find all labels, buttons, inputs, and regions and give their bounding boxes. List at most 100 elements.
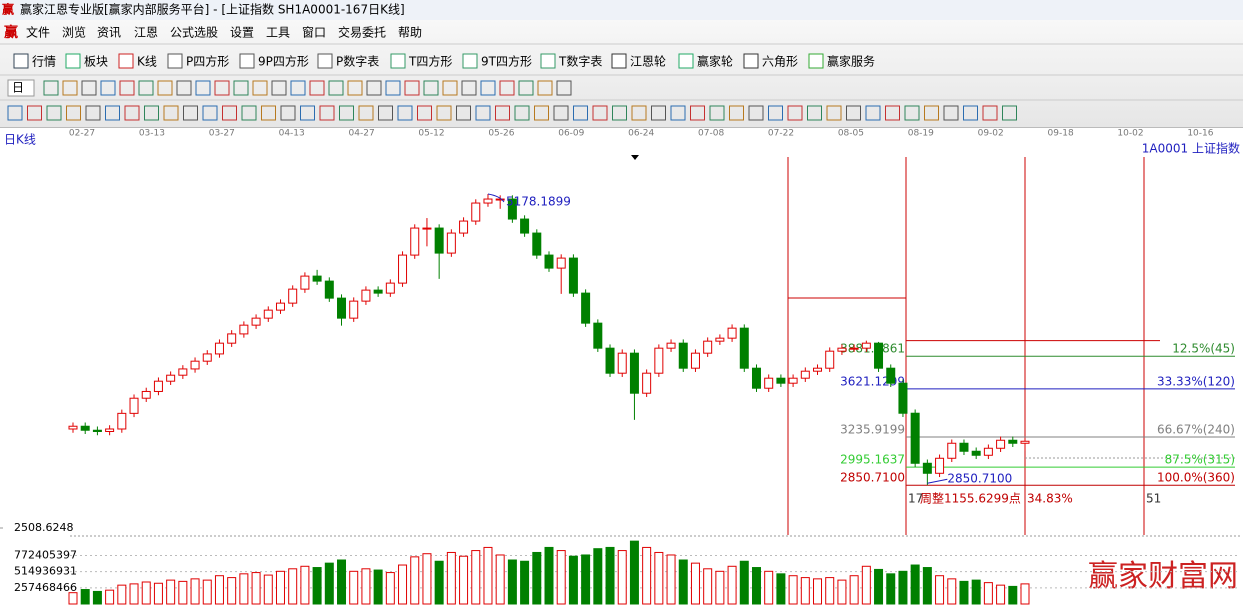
tool-icon[interactable] — [807, 105, 822, 121]
tool-icon[interactable] — [865, 105, 881, 121]
toolbar-button[interactable]: 行情 — [32, 55, 56, 69]
toolbar-icon[interactable] — [462, 53, 478, 69]
tool-icon[interactable] — [826, 105, 842, 121]
tool-icon[interactable] — [202, 105, 218, 121]
tool-icon[interactable] — [436, 105, 452, 121]
toolbar-button[interactable]: T数字表 — [558, 54, 602, 69]
tool-icon[interactable] — [404, 80, 420, 96]
tool-icon[interactable] — [27, 105, 42, 121]
menu-item[interactable]: 设置 — [230, 26, 254, 40]
menu-item[interactable]: 工具 — [266, 26, 290, 40]
tool-icon[interactable] — [553, 105, 569, 121]
tool-icon[interactable] — [709, 105, 725, 121]
toolbar-button[interactable]: 江恩轮 — [630, 55, 666, 69]
tool-icon[interactable] — [183, 105, 198, 121]
tool-icon[interactable] — [252, 80, 268, 96]
toolbar-icon[interactable] — [167, 53, 183, 69]
tool-icon[interactable] — [7, 105, 23, 121]
toolbar-icon[interactable] — [678, 53, 694, 69]
tool-icon[interactable] — [261, 105, 276, 121]
tool-icon[interactable] — [943, 105, 959, 121]
tool-icon[interactable] — [534, 105, 549, 121]
tool-icon[interactable] — [495, 105, 510, 121]
tool-icon[interactable] — [195, 80, 211, 96]
tool-icon[interactable] — [592, 105, 608, 121]
tool-icon[interactable] — [417, 105, 432, 121]
menu-item[interactable]: 浏览 — [62, 25, 86, 40]
tool-icon[interactable] — [499, 80, 515, 96]
menu-item[interactable]: 资讯 — [97, 26, 121, 40]
tool-icon[interactable] — [885, 105, 900, 121]
tool-icon[interactable] — [43, 80, 59, 96]
tool-icon[interactable] — [670, 105, 686, 121]
tool-icon[interactable] — [309, 80, 325, 96]
menu-item[interactable]: 帮助 — [398, 26, 422, 40]
tool-icon[interactable] — [358, 105, 374, 121]
toolbar-button[interactable]: 赢家服务 — [827, 54, 875, 69]
tool-icon[interactable] — [157, 80, 173, 96]
tool-icon[interactable] — [1002, 105, 1017, 121]
tool-icon[interactable] — [176, 80, 192, 96]
tool-icon[interactable] — [233, 80, 249, 96]
menu-item[interactable]: 交易委托 — [338, 25, 386, 40]
tool-icon[interactable] — [163, 105, 179, 121]
tool-icon[interactable] — [475, 105, 491, 121]
tool-icon[interactable] — [46, 105, 62, 121]
tool-icon[interactable] — [518, 80, 534, 96]
toolbar-icon[interactable] — [390, 53, 406, 69]
tool-icon[interactable] — [241, 105, 257, 121]
toolbar-icon[interactable] — [743, 53, 759, 69]
tool-icon[interactable] — [119, 80, 135, 96]
tool-icon[interactable] — [729, 105, 744, 121]
tool-icon[interactable] — [339, 105, 354, 121]
tool-icon[interactable] — [144, 105, 159, 121]
toolbar-icon[interactable] — [540, 53, 556, 69]
tool-icon[interactable] — [651, 105, 666, 121]
menu-item[interactable]: 窗口 — [302, 26, 326, 40]
tool-icon[interactable] — [271, 80, 287, 96]
tool-icon[interactable] — [290, 80, 306, 96]
tool-icon[interactable] — [514, 105, 530, 121]
tool-icon[interactable] — [631, 105, 647, 121]
toolbar-icon[interactable] — [808, 53, 824, 69]
toolbar-icon[interactable] — [13, 53, 29, 69]
tool-icon[interactable] — [124, 105, 140, 121]
tool-icon[interactable] — [748, 105, 764, 121]
toolbar-button[interactable]: 9P四方形 — [258, 54, 309, 69]
toolbar-icon[interactable] — [611, 53, 627, 69]
tool-icon[interactable] — [214, 80, 230, 96]
period-label[interactable]: 日 — [12, 81, 24, 95]
tool-icon[interactable] — [280, 105, 296, 121]
tool-icon[interactable] — [612, 105, 627, 121]
tool-icon[interactable] — [300, 105, 315, 121]
toolbar-icon[interactable] — [118, 53, 134, 69]
menu-item[interactable]: 公式选股 — [170, 26, 218, 40]
tool-icon[interactable] — [442, 80, 458, 96]
tool-icon[interactable] — [138, 80, 154, 96]
tool-icon[interactable] — [556, 80, 572, 96]
tool-icon[interactable] — [982, 105, 998, 121]
toolbar-button[interactable]: P数字表 — [336, 54, 379, 69]
toolbar-button[interactable]: P四方形 — [186, 54, 229, 69]
tool-icon[interactable] — [768, 105, 783, 121]
tool-icon[interactable] — [904, 105, 920, 121]
tool-icon[interactable] — [347, 80, 363, 96]
menu-item[interactable]: 江恩 — [134, 26, 158, 40]
period-select[interactable] — [7, 79, 35, 97]
tool-icon[interactable] — [222, 105, 237, 121]
toolbar-button[interactable]: 板块 — [84, 55, 108, 69]
tool-icon[interactable] — [366, 80, 382, 96]
tool-icon[interactable] — [385, 80, 401, 96]
toolbar-button[interactable]: 六角形 — [762, 55, 798, 69]
toolbar-button[interactable]: 9T四方形 — [481, 54, 532, 69]
tool-icon[interactable] — [81, 80, 97, 96]
toolbar-button[interactable]: 赢家轮 — [697, 54, 733, 69]
tool-icon[interactable] — [397, 105, 413, 121]
tool-icon[interactable] — [456, 105, 471, 121]
toolbar-icon[interactable] — [239, 53, 255, 69]
tool-icon[interactable] — [378, 105, 393, 121]
toolbar-button[interactable]: T四方形 — [408, 54, 452, 69]
tool-icon[interactable] — [787, 105, 803, 121]
tool-icon[interactable] — [846, 105, 861, 121]
tool-icon[interactable] — [328, 80, 344, 96]
